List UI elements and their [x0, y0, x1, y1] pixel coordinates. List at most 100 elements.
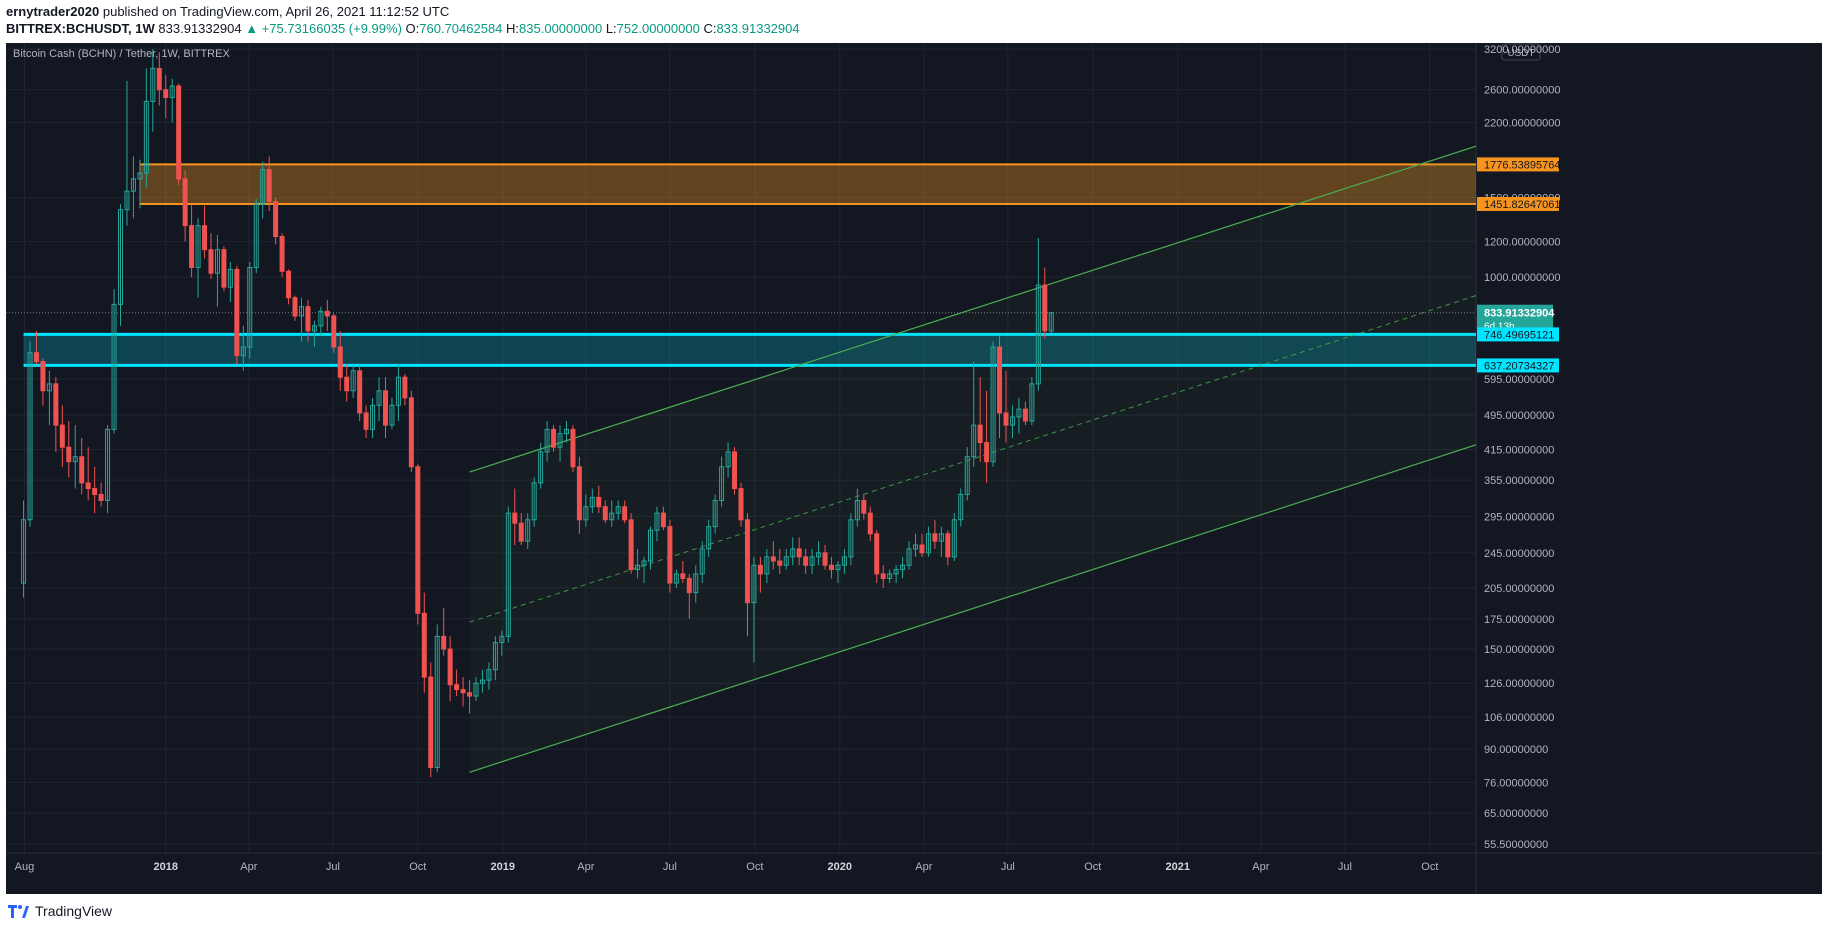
candle-body [479, 679, 485, 684]
footer-brand[interactable]: TradingView [35, 903, 113, 919]
candle-body [79, 456, 85, 484]
candle-body [370, 404, 376, 430]
candle-body [725, 451, 731, 468]
candle [589, 488, 595, 514]
x-tick-label: Apr [240, 861, 257, 873]
candle [117, 204, 124, 326]
x-tick-label: Apr [915, 861, 932, 873]
candle [234, 265, 240, 365]
candle-body [473, 682, 479, 697]
candle [887, 569, 893, 584]
candle-body [389, 404, 395, 426]
candle [111, 289, 117, 434]
candle-body [673, 573, 679, 584]
candle-body [757, 564, 763, 575]
publisher-name[interactable]: ernytrader2020 [6, 4, 100, 19]
candle [221, 246, 227, 292]
candle-body [783, 556, 789, 566]
published-text: published on TradingView.com, April 26, … [102, 4, 450, 19]
countdown-label: 6d 13h [1484, 322, 1515, 333]
candle [667, 519, 673, 593]
candle [137, 159, 143, 209]
candle [557, 425, 563, 462]
candle-body [686, 577, 692, 594]
candle-body [408, 397, 414, 468]
candle-body [460, 689, 466, 694]
candle [576, 456, 582, 534]
candle [900, 556, 906, 579]
candle [660, 506, 666, 531]
candle-body [324, 310, 330, 317]
candle [719, 456, 725, 507]
candle [370, 397, 376, 439]
candle-body [357, 370, 363, 414]
price-chart[interactable]: Bitcoin Cash (BCHN) / Tether, 1W, BITTRE… [6, 43, 1822, 894]
candle [828, 556, 834, 579]
candle-body [1029, 383, 1035, 422]
candle [428, 662, 434, 778]
candle [324, 299, 330, 331]
candle [1048, 312, 1054, 333]
candle-body [712, 499, 718, 528]
candle [240, 325, 246, 371]
candle-body [169, 85, 175, 98]
candle-body [421, 612, 427, 678]
candle [415, 464, 421, 625]
x-tick-label: Oct [1421, 861, 1438, 873]
candle [79, 438, 85, 495]
candle-body [66, 446, 72, 463]
candle-body [176, 85, 182, 180]
candle-body [964, 456, 970, 495]
candle [997, 336, 1003, 439]
candle [130, 156, 136, 219]
y-tick-label: 175.00000000 [1484, 614, 1554, 626]
close-value: 833.91332904 [716, 21, 800, 36]
candle-body [105, 428, 111, 501]
candle-body [1009, 416, 1015, 426]
tradingview-logo-icon[interactable] [6, 901, 30, 921]
candle [1003, 370, 1009, 443]
candle-body [46, 383, 52, 392]
candle-body [208, 249, 214, 274]
candle-body [33, 352, 39, 363]
candle-body [919, 544, 925, 554]
candle [512, 488, 518, 545]
candle-body [977, 424, 983, 444]
candle [143, 68, 149, 188]
last-price-label: 833.91332904 [1484, 308, 1555, 320]
candle-body [828, 564, 834, 571]
candle [311, 320, 317, 348]
candle [395, 364, 401, 421]
candle-body [887, 573, 893, 579]
candle-body [648, 529, 654, 562]
candle [1029, 377, 1035, 426]
candle [156, 52, 162, 106]
high-label: H: [506, 21, 520, 36]
candle [227, 261, 233, 303]
candle [486, 662, 492, 690]
chart-area[interactable]: Bitcoin Cash (BCHN) / Tether, 1W, BITTRE… [6, 43, 1822, 894]
candle-body [499, 635, 505, 644]
candle [835, 561, 841, 584]
candle-body [913, 544, 919, 550]
candle-body [467, 692, 473, 697]
candle [66, 420, 72, 478]
candle [421, 592, 427, 693]
candle [570, 425, 576, 473]
candle [473, 677, 479, 702]
high-value: 835.00000000 [519, 21, 603, 36]
y-tick-label: 2600.00000000 [1484, 85, 1560, 97]
candle [124, 80, 130, 226]
candle-body [874, 533, 880, 575]
candle [518, 513, 524, 545]
currency-label: USDT [1507, 48, 1534, 59]
candle-body [117, 209, 124, 305]
candle [85, 447, 91, 501]
candle-body [563, 428, 569, 435]
x-tick-label: Apr [577, 861, 594, 873]
candle [202, 205, 208, 259]
y-tick-label: 595.00000000 [1484, 374, 1554, 386]
candle [344, 364, 350, 402]
y-tick-label: 415.00000000 [1484, 445, 1554, 457]
candle-body [163, 89, 169, 98]
